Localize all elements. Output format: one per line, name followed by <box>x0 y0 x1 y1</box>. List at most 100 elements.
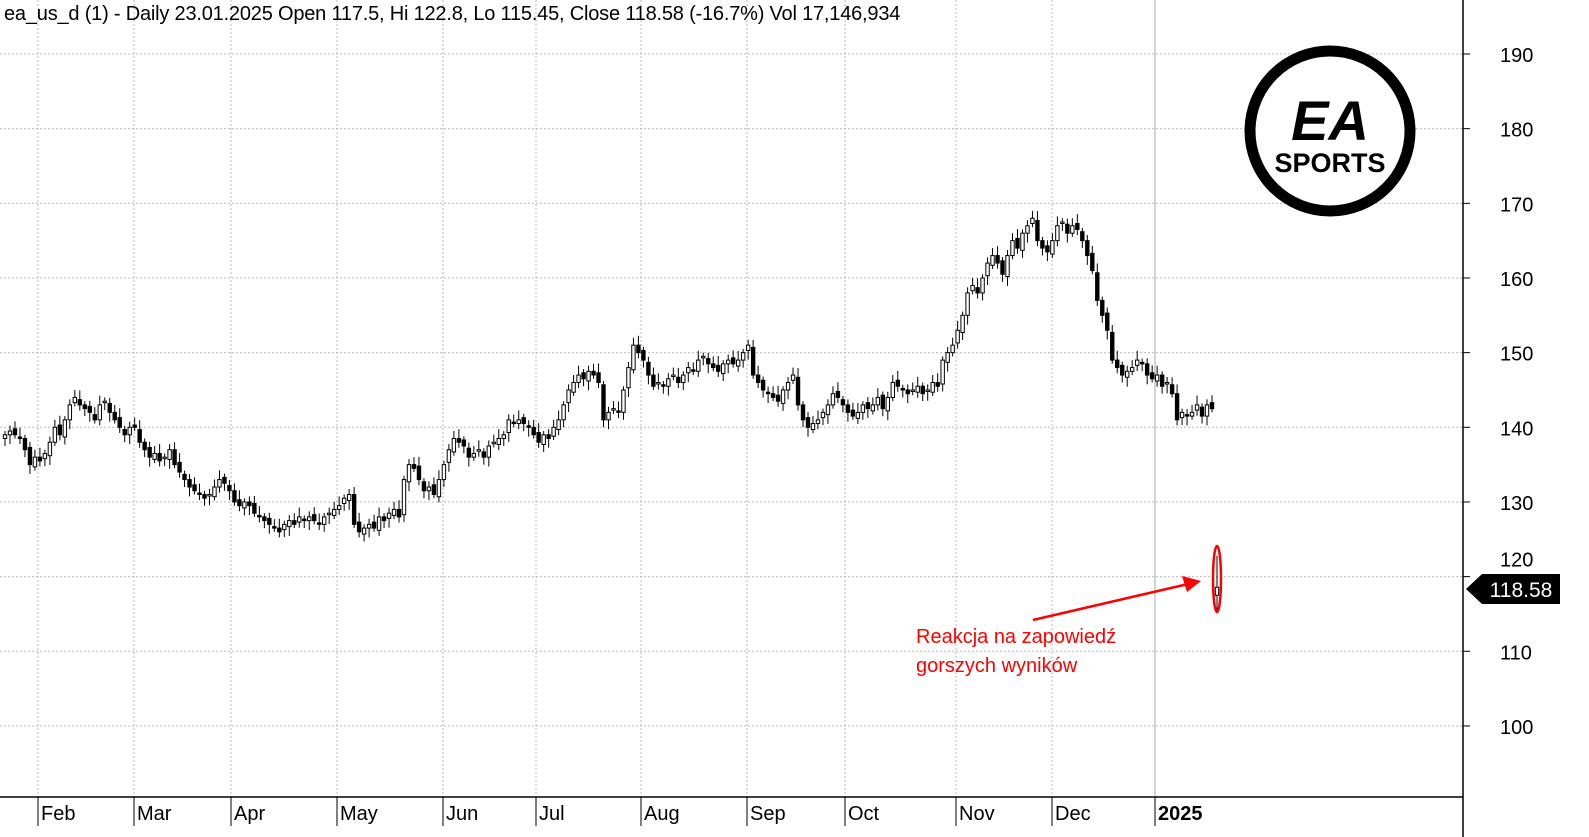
candle <box>656 373 661 390</box>
candle <box>985 257 990 286</box>
candle-body <box>940 359 945 385</box>
candle-body <box>661 384 666 387</box>
candle <box>531 419 536 439</box>
candle-body <box>815 419 821 425</box>
candle <box>915 376 920 398</box>
candle-body <box>122 429 127 436</box>
candle <box>102 397 107 411</box>
candle-body <box>436 479 442 498</box>
arrow-line <box>1032 582 1189 622</box>
candle <box>805 411 811 437</box>
candle-body <box>556 419 561 431</box>
candle-body <box>486 445 491 458</box>
candle <box>666 373 671 396</box>
candle <box>257 506 262 523</box>
candle-body <box>262 516 267 522</box>
candle-body <box>636 344 641 354</box>
candle-body <box>1184 414 1190 417</box>
candle-body <box>970 284 975 292</box>
candle-body <box>571 382 576 393</box>
candle-body <box>257 514 262 518</box>
candle <box>157 444 162 467</box>
candle-body <box>92 414 97 421</box>
y-tick-label: 160 <box>1500 269 1533 291</box>
candle-body <box>32 456 38 468</box>
candle <box>267 512 272 534</box>
candle <box>471 445 477 461</box>
annotation-line-1: Reakcja na zapowiedź <box>916 626 1117 648</box>
candle-body <box>696 359 701 372</box>
candle-body <box>631 344 636 371</box>
candle-body <box>361 527 367 535</box>
annotation-marker <box>1032 544 1223 622</box>
candle-body <box>62 419 68 438</box>
candle-body <box>875 396 881 406</box>
candle-body <box>835 390 841 398</box>
candle-body <box>1174 393 1180 421</box>
candle-body <box>790 374 796 381</box>
candle-body <box>506 419 511 434</box>
last-price-label: 118.58 <box>1490 579 1553 602</box>
candle-body <box>591 370 596 376</box>
candle <box>506 414 511 442</box>
candle <box>1105 307 1110 340</box>
candle-body <box>322 516 327 525</box>
candle-body <box>1100 299 1105 316</box>
candle <box>945 347 950 372</box>
candle <box>32 449 38 471</box>
candle <box>1095 263 1100 306</box>
candle-body <box>616 410 621 413</box>
candle-body <box>132 424 137 428</box>
candle-body <box>985 262 990 277</box>
candle-body <box>990 255 995 266</box>
candle <box>426 481 432 501</box>
x-tick-label: Dec <box>1055 803 1091 825</box>
candle-body <box>566 389 571 404</box>
candle <box>516 410 521 430</box>
candle <box>142 438 147 458</box>
candle-body <box>551 426 556 437</box>
candle <box>212 479 217 501</box>
candle <box>1115 350 1120 374</box>
candle <box>825 399 831 424</box>
candle <box>132 417 137 432</box>
candle-body <box>1189 411 1195 417</box>
candle-body <box>1065 223 1070 234</box>
candle-body <box>421 481 427 492</box>
candle <box>646 356 651 385</box>
candle-body <box>307 516 312 522</box>
candle <box>785 376 791 400</box>
candle <box>765 386 771 404</box>
candle <box>965 287 970 325</box>
candle <box>192 477 197 495</box>
candles <box>2 210 1220 611</box>
candle-body <box>870 404 876 412</box>
candle-body <box>381 516 387 522</box>
candle <box>995 246 1000 269</box>
candle-body <box>1025 225 1030 234</box>
candle <box>1010 233 1015 260</box>
candle <box>616 401 621 418</box>
candle-body <box>102 400 107 404</box>
arrow-head-icon <box>1182 576 1201 592</box>
candle-body <box>1105 312 1110 331</box>
candle-body <box>391 508 397 516</box>
candle-body <box>1139 361 1145 365</box>
candle <box>735 350 741 372</box>
candle <box>845 399 851 422</box>
candle-body <box>730 357 736 365</box>
candle <box>730 350 736 368</box>
candle-body <box>1040 240 1045 249</box>
candle <box>1100 296 1105 323</box>
candle-body <box>760 379 766 391</box>
candle-body <box>451 437 457 453</box>
candle-body <box>1169 384 1175 395</box>
candle <box>361 524 367 542</box>
x-tick-label: Mar <box>137 803 172 825</box>
candle <box>252 495 257 517</box>
candle-body <box>1164 382 1170 385</box>
candle <box>416 456 422 486</box>
candle <box>740 348 746 368</box>
candle-body <box>965 292 970 316</box>
candle-body <box>950 344 955 354</box>
